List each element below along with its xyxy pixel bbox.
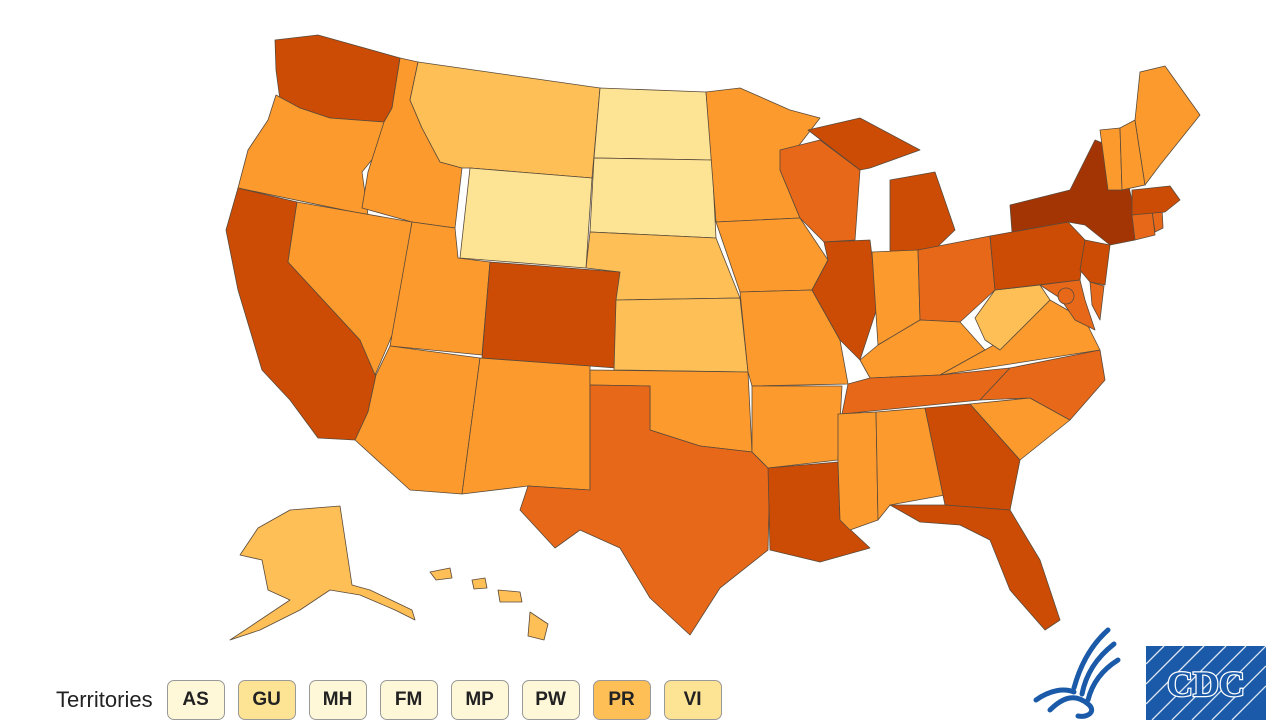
state-AR[interactable] — [751, 385, 843, 469]
territory-code: MH — [322, 689, 353, 710]
territory-code: FM — [394, 689, 423, 710]
territory-button-PW[interactable]: PW — [521, 680, 580, 720]
state-CO[interactable] — [481, 261, 621, 369]
territory-code: AS — [182, 689, 209, 710]
territory-code: MP — [465, 689, 494, 710]
state-ME[interactable] — [1134, 65, 1201, 186]
cdc-logo-icon: CDC — [1146, 646, 1266, 720]
state-MS[interactable] — [837, 411, 879, 531]
state-KS[interactable] — [613, 297, 749, 373]
state-IL[interactable] — [811, 239, 879, 361]
territory-button-GU[interactable]: GU — [237, 680, 296, 720]
state-OR[interactable] — [237, 94, 389, 216]
state-GA[interactable] — [924, 403, 1021, 511]
state-NM[interactable] — [461, 357, 591, 495]
state-MA[interactable] — [1131, 185, 1181, 216]
state-FL[interactable] — [889, 504, 1061, 631]
cdc-logo-text: CDC — [1167, 664, 1245, 704]
state-AK[interactable] — [229, 505, 416, 641]
state-HI[interactable] — [429, 567, 549, 641]
state-TX[interactable] — [519, 384, 771, 636]
territory-button-PR[interactable]: PR — [592, 680, 651, 720]
territory-code: VI — [683, 689, 702, 710]
state-MI[interactable] — [807, 117, 956, 255]
state-PA[interactable] — [989, 221, 1086, 291]
state-DE[interactable] — [1089, 281, 1105, 321]
state-WV[interactable] — [974, 284, 1051, 351]
state-AL[interactable] — [875, 407, 946, 521]
territory-code: PW — [535, 689, 566, 710]
territories-bar: Territories AS GU MH FM MP PW PR VI — [56, 678, 735, 722]
state-NJ[interactable] — [1079, 239, 1111, 286]
state-OH[interactable] — [917, 235, 996, 323]
hhs-eagle-icon — [1033, 627, 1121, 719]
territory-code: PR — [608, 689, 635, 710]
territory-button-VI[interactable]: VI — [663, 680, 722, 720]
state-ND[interactable] — [593, 87, 713, 161]
territories-label: Territories — [56, 687, 153, 712]
territory-button-MP[interactable]: MP — [450, 680, 509, 720]
territory-code: GU — [252, 689, 281, 710]
dc-marker[interactable] — [1057, 287, 1075, 305]
territory-button-MH[interactable]: MH — [308, 680, 367, 720]
state-SD[interactable] — [589, 157, 717, 239]
state-NC[interactable] — [979, 349, 1106, 421]
territory-button-AS[interactable]: AS — [166, 680, 225, 720]
territory-button-FM[interactable]: FM — [379, 680, 438, 720]
state-WY[interactable] — [459, 167, 593, 269]
